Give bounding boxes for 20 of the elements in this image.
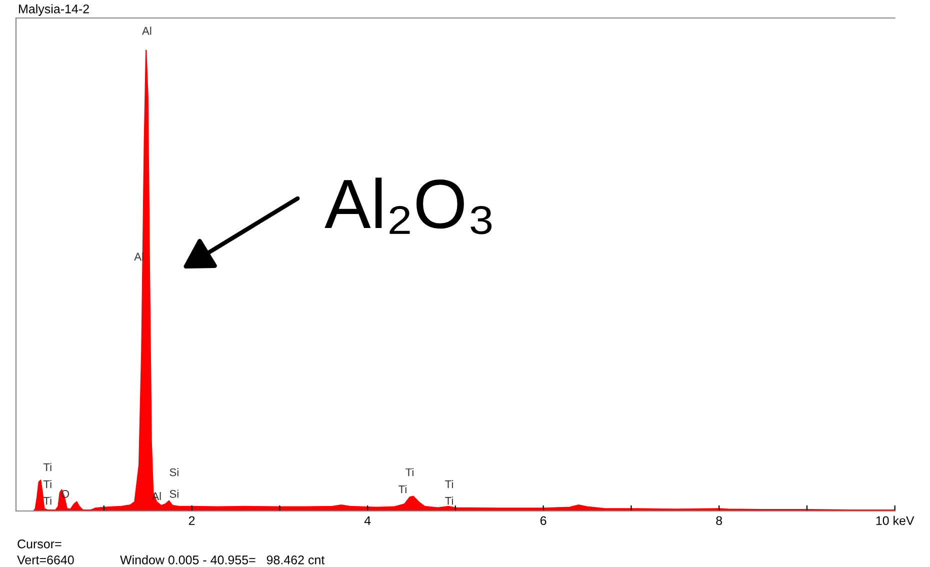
chart-title: Malysia-14-2 <box>19 4 89 16</box>
text: Al <box>142 26 152 35</box>
annotation: Si <box>170 490 178 498</box>
text: Cursor= <box>18 540 62 548</box>
annotation: Ti <box>43 462 52 472</box>
annotation: Ti <box>445 496 453 505</box>
x-tick-label: 4 <box>364 516 371 525</box>
annotation: Ti <box>398 485 406 494</box>
x-tick-label: 6 <box>540 516 546 526</box>
annotation: Ti <box>406 468 414 476</box>
annotation: Ti <box>43 496 52 505</box>
annotation: Ti <box>43 480 52 488</box>
x-tick-label: 2 <box>188 516 195 525</box>
annotation: Si <box>170 468 178 476</box>
x-tick-label: 8 <box>716 516 722 526</box>
annotation: Al₂O₃ <box>324 178 492 234</box>
annotation: Ti <box>445 480 453 488</box>
text: Window 0.005 - 40.955= 98.462 cnt <box>120 555 325 564</box>
x-tick-label: 10 keV <box>876 516 914 526</box>
text: Vert=6640 <box>17 556 74 564</box>
